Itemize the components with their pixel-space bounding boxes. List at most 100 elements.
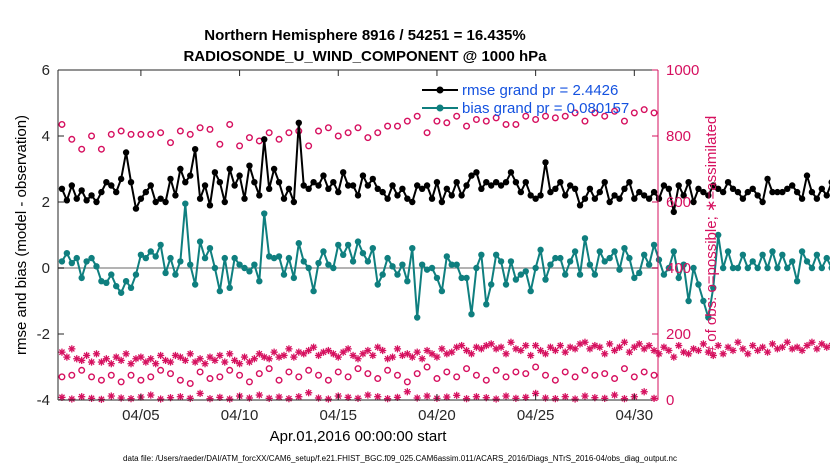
assimilated-upper-marker	[423, 346, 431, 355]
possible-lower-marker	[107, 371, 115, 379]
assimilated-upper-marker	[551, 346, 559, 355]
bias-point	[182, 200, 189, 207]
rmse-point	[591, 195, 599, 202]
assimilated-lower-marker	[87, 394, 96, 402]
rmse-point	[566, 182, 574, 189]
rmse-point	[73, 195, 80, 202]
y-right-tick-label: 200	[666, 326, 691, 343]
assimilated-upper-marker	[211, 356, 219, 364]
assimilated-upper-marker	[78, 356, 86, 364]
bias-point	[113, 282, 120, 290]
bias-point	[759, 251, 766, 258]
bias-point	[784, 264, 791, 272]
rmse-point	[122, 149, 130, 156]
rmse-point	[206, 202, 214, 209]
bias-point	[330, 264, 337, 272]
y-right-tick-label: 400	[666, 260, 691, 277]
assimilated-upper-marker	[324, 346, 332, 355]
bias-point	[364, 258, 372, 265]
assimilated-lower-marker	[157, 395, 165, 403]
assimilated-upper-marker	[650, 346, 658, 355]
rmse-point	[660, 182, 668, 189]
possible-upper-marker	[522, 112, 530, 120]
assimilated-upper-marker	[818, 340, 826, 348]
rmse-point	[330, 179, 337, 186]
bias-point	[571, 248, 579, 255]
bias-point	[616, 266, 623, 273]
assimilated-lower-marker	[364, 391, 372, 399]
possible-upper-marker	[591, 109, 599, 117]
possible-upper-marker	[620, 117, 628, 125]
assimilated-upper-marker	[290, 353, 298, 361]
bias-point	[463, 274, 470, 282]
assimilated-lower-marker	[462, 395, 471, 403]
assimilated-upper-marker	[482, 341, 490, 350]
bias-point	[404, 278, 411, 285]
rmse-point	[631, 195, 638, 202]
rmse-point	[162, 198, 169, 206]
assimilated-upper-marker	[344, 345, 352, 353]
rmse-point	[394, 192, 401, 199]
rmse-point	[285, 185, 293, 192]
assimilated-upper-marker	[709, 351, 717, 360]
rmse-point	[270, 165, 278, 173]
possible-lower-marker	[581, 366, 589, 374]
assimilated-upper-marker	[778, 343, 786, 351]
possible-upper-marker	[650, 109, 658, 117]
possible-lower-marker	[551, 376, 559, 384]
assimilated-upper-marker	[477, 345, 485, 353]
rmse-point	[414, 182, 421, 189]
obs-count-markers	[58, 106, 830, 403]
bias-point	[596, 248, 603, 255]
possible-upper-marker	[403, 117, 411, 125]
possible-lower-marker	[502, 373, 510, 381]
possible-upper-marker	[384, 122, 392, 130]
x-tick-label: 04/15	[319, 407, 357, 424]
bias-point	[818, 264, 826, 272]
bias-point	[339, 251, 347, 258]
bias-point	[270, 254, 278, 262]
bias-point	[275, 253, 283, 260]
assimilated-upper-marker	[359, 350, 367, 358]
bias-point	[256, 278, 263, 285]
rmse-point	[300, 182, 307, 189]
assimilated-lower-marker	[591, 394, 599, 402]
assimilated-upper-marker	[68, 345, 76, 353]
bias-point	[739, 251, 747, 258]
bias-point	[764, 264, 771, 272]
rmse-point	[507, 169, 515, 176]
bias-point	[473, 264, 480, 272]
rmse-point	[201, 182, 209, 189]
rmse-point	[779, 188, 786, 196]
assimilated-upper-marker	[240, 353, 249, 361]
bias-point	[295, 240, 302, 247]
bias-series	[58, 200, 830, 321]
rmse-point	[537, 192, 544, 199]
assimilated-upper-marker	[142, 358, 150, 366]
rmse-point	[823, 192, 830, 199]
possible-lower-marker	[285, 368, 293, 376]
assimilated-upper-marker	[408, 353, 416, 361]
rmse-point	[196, 195, 204, 202]
bias-point	[813, 251, 821, 258]
rmse-point	[754, 192, 761, 199]
y-left-tick-label: 0	[42, 260, 50, 277]
bias-point	[611, 248, 618, 255]
assimilated-lower-marker	[127, 395, 135, 403]
assimilated-upper-marker	[517, 346, 525, 355]
legend-rmse-label: rmse grand pr = 2.4426	[462, 82, 618, 99]
assimilated-upper-marker	[699, 340, 707, 348]
assimilated-lower-marker	[512, 394, 520, 402]
rmse-point	[137, 195, 145, 202]
rmse-point	[221, 198, 228, 206]
rmse-point	[680, 192, 687, 199]
assimilated-upper-marker	[191, 358, 199, 366]
rmse-point	[803, 172, 811, 179]
assimilated-lower-marker	[97, 395, 106, 403]
assimilated-upper-marker	[694, 346, 703, 355]
bias-point	[147, 248, 154, 255]
bias-point	[236, 261, 243, 268]
rmse-point	[191, 146, 199, 153]
bias-point	[507, 258, 515, 265]
